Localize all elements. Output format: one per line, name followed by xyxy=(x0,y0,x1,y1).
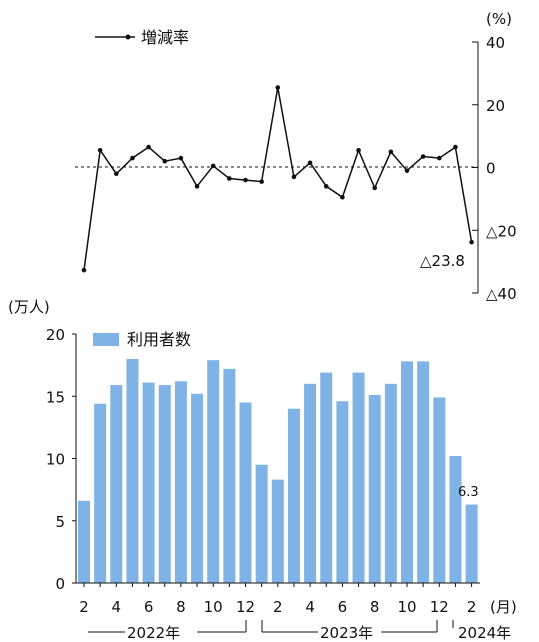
line-point xyxy=(323,184,329,189)
line-point xyxy=(307,160,313,166)
bar xyxy=(191,393,204,583)
bar xyxy=(126,358,139,583)
bar-legend-swatch xyxy=(93,333,119,346)
x-tick-label: 12 xyxy=(430,598,449,616)
line-point xyxy=(162,158,168,164)
x-tick-labels: 2 4 6 8 10 12 2 4 6 8 10 12 2 xyxy=(79,598,476,616)
bar xyxy=(207,360,220,583)
bar xyxy=(352,372,365,583)
line-point xyxy=(114,171,119,177)
bar xyxy=(255,464,268,583)
line-point xyxy=(178,155,184,161)
line-point xyxy=(372,185,378,191)
x-unit-label: (月) xyxy=(490,598,517,616)
bar xyxy=(110,385,123,583)
x-tick-label: 10 xyxy=(397,598,416,616)
bar xyxy=(384,383,397,583)
bar-last-value-label: 6.3 xyxy=(458,485,479,500)
bar xyxy=(417,361,430,583)
bar xyxy=(158,385,171,583)
bar xyxy=(449,456,462,583)
year-label-2023: 2023年 xyxy=(320,624,373,642)
x-tick-label: 6 xyxy=(144,598,154,616)
bars xyxy=(78,358,478,587)
line-point xyxy=(404,168,410,173)
line-y-tick-label: 40 xyxy=(486,34,505,52)
line-point xyxy=(243,177,248,183)
x-tick-label: 4 xyxy=(112,598,122,616)
year-brackets: 2022年 2023年 2024年 xyxy=(88,620,511,642)
bar xyxy=(142,382,155,583)
line-legend-label: 増減率 xyxy=(141,28,189,47)
line-point xyxy=(227,176,232,181)
bar-y-ticks: 0 5 10 15 20 xyxy=(46,326,76,593)
line-point xyxy=(437,155,442,161)
x-tick-label: 2 xyxy=(273,598,283,616)
bar xyxy=(320,372,333,583)
line-point xyxy=(388,149,394,155)
line-point xyxy=(259,179,264,184)
bar xyxy=(174,381,187,583)
bar xyxy=(271,479,284,583)
bar-y-tick-label: 0 xyxy=(55,575,65,593)
bar xyxy=(287,408,300,583)
line-last-value-label: △23.8 xyxy=(420,252,465,270)
line-series-path xyxy=(83,87,473,271)
line-point xyxy=(340,195,345,200)
bar-y-unit: (万人) xyxy=(8,298,50,316)
line-point xyxy=(275,85,281,90)
line-y-ticks: 40 20 0 △20 △40 xyxy=(472,34,517,303)
bar xyxy=(465,504,478,583)
line-point xyxy=(97,147,103,153)
year-label-2022: 2022年 xyxy=(127,624,180,642)
bar xyxy=(401,361,413,583)
x-tick-label: 6 xyxy=(338,598,348,616)
x-tick-label: 2 xyxy=(79,598,89,616)
x-tick-label: 4 xyxy=(305,598,315,616)
bar xyxy=(368,395,381,583)
bar xyxy=(304,383,317,583)
line-point xyxy=(469,239,474,245)
x-tick-label: 2 xyxy=(467,598,477,616)
line-point xyxy=(194,184,200,189)
bar xyxy=(336,401,349,583)
year-label-2024: 2024年 xyxy=(458,624,511,642)
line-point xyxy=(291,174,297,180)
bar xyxy=(78,500,90,583)
x-tick-label: 10 xyxy=(204,598,223,616)
line-point xyxy=(130,155,135,161)
line-points xyxy=(81,85,474,273)
bar xyxy=(223,368,236,583)
line-point xyxy=(210,163,216,169)
x-tick-label: 8 xyxy=(176,598,186,616)
line-y-unit: (%) xyxy=(486,10,512,28)
line-point xyxy=(146,144,151,150)
line-legend: 増減率 xyxy=(95,28,189,47)
bar-y-tick-label: 20 xyxy=(46,326,65,344)
bar-y-tick-label: 10 xyxy=(46,451,65,469)
bar-legend: 利用者数 xyxy=(93,330,191,349)
line-y-tick-label: 0 xyxy=(486,160,496,178)
line-point xyxy=(420,154,426,159)
bar xyxy=(239,402,252,583)
line-point xyxy=(81,267,87,273)
line-point xyxy=(453,144,458,150)
x-tick-label: 8 xyxy=(370,598,380,616)
bar-y-tick-label: 15 xyxy=(46,388,65,406)
line-legend-marker xyxy=(125,34,131,40)
bar xyxy=(94,403,107,583)
line-y-tick-label: △20 xyxy=(486,222,517,240)
line-y-tick-label: 20 xyxy=(486,97,505,115)
x-tick-label: 12 xyxy=(236,598,255,616)
line-point xyxy=(356,147,361,153)
bar xyxy=(433,397,446,583)
line-y-tick-label: △40 xyxy=(486,285,517,303)
line-panel: (%) 増減率 40 20 0 △20 △40 △23.8 xyxy=(75,10,517,303)
bar-legend-label: 利用者数 xyxy=(127,330,191,349)
bar-y-tick-label: 5 xyxy=(55,513,65,531)
